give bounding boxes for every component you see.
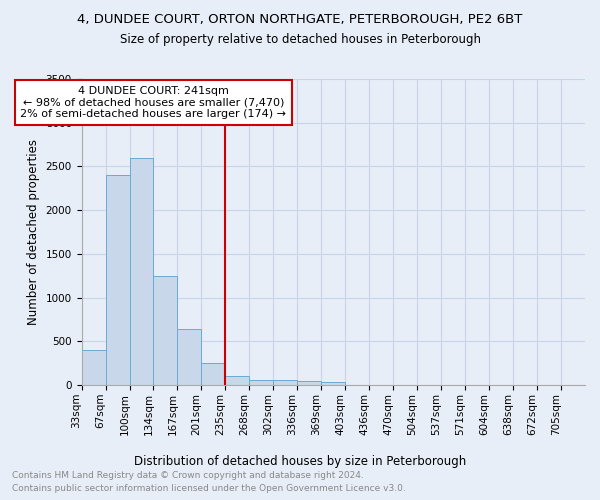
- Bar: [154, 276, 178, 385]
- Bar: [178, 329, 202, 385]
- Y-axis label: Number of detached properties: Number of detached properties: [27, 139, 40, 325]
- Bar: [321, 382, 345, 385]
- Bar: [298, 381, 321, 385]
- Bar: [274, 380, 298, 385]
- Text: 4, DUNDEE COURT, ORTON NORTHGATE, PETERBOROUGH, PE2 6BT: 4, DUNDEE COURT, ORTON NORTHGATE, PETERB…: [77, 12, 523, 26]
- Bar: [82, 350, 106, 385]
- Bar: [130, 158, 154, 385]
- Text: 4 DUNDEE COURT: 241sqm
← 98% of detached houses are smaller (7,470)
2% of semi-d: 4 DUNDEE COURT: 241sqm ← 98% of detached…: [20, 86, 286, 119]
- Bar: [226, 376, 250, 385]
- Text: Contains HM Land Registry data © Crown copyright and database right 2024.: Contains HM Land Registry data © Crown c…: [12, 470, 364, 480]
- Text: Size of property relative to detached houses in Peterborough: Size of property relative to detached ho…: [119, 32, 481, 46]
- Bar: [106, 175, 130, 385]
- Text: Distribution of detached houses by size in Peterborough: Distribution of detached houses by size …: [134, 455, 466, 468]
- Bar: [250, 380, 274, 385]
- Text: Contains public sector information licensed under the Open Government Licence v3: Contains public sector information licen…: [12, 484, 406, 493]
- Bar: [202, 364, 226, 385]
